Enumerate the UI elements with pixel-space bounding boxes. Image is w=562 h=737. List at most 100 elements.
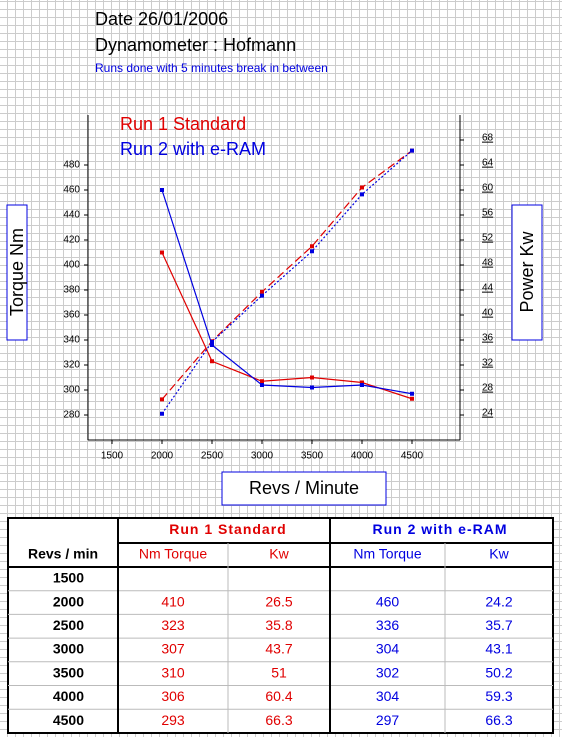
table-cell: 66.3: [485, 712, 512, 728]
y-tick-label: 400: [63, 260, 80, 271]
torque-line-marker: [360, 383, 364, 387]
table-group-header: Run 1 Standard: [169, 521, 286, 537]
x-label-box: [221, 471, 387, 506]
power-line-marker: [260, 293, 264, 298]
table-cell: 43.1: [485, 641, 512, 657]
power-line: [161, 150, 413, 415]
y2-tick-label: 68: [482, 133, 494, 144]
y2-tick-label: 64: [482, 158, 494, 169]
table-cell: 307: [161, 641, 185, 657]
table-cell: 24.2: [485, 593, 512, 609]
y-label-box: [6, 204, 28, 341]
x-label: Revs / Minute: [249, 478, 359, 498]
y-tick-label: 480: [63, 160, 80, 171]
x-tick-label: 2000: [151, 451, 174, 462]
y-tick-label: 440: [63, 210, 80, 221]
torque-line-marker: [160, 250, 164, 255]
y2-tick-label: 32: [482, 358, 494, 369]
torque-line-marker: [260, 379, 264, 384]
table-group-header: Run 2 with e-RAM: [373, 521, 508, 537]
y2-tick-label: 60: [482, 183, 494, 194]
y2-tick-label: 52: [482, 233, 494, 244]
table-cell: 60.4: [265, 688, 292, 704]
power-line-marker: [360, 192, 364, 197]
y-tick-label: 340: [63, 335, 80, 346]
y-tick-label: 420: [63, 235, 80, 246]
x-tick-label: 2500: [201, 451, 224, 462]
table-header: Nm Torque: [139, 546, 207, 562]
power-line-marker: [310, 244, 314, 249]
y-tick-label: 380: [63, 285, 80, 296]
torque-line: [161, 189, 413, 395]
x-tick-label: 4500: [401, 451, 424, 462]
torque-line-marker: [210, 343, 214, 347]
table-row-label: 3000: [53, 641, 84, 657]
table-header: Revs / min: [28, 546, 98, 562]
chart-note: Runs done with 5 minutes break in betwee…: [95, 61, 328, 75]
table-cell: 26.5: [265, 593, 292, 609]
y2-label-box: [511, 204, 543, 341]
torque-line-marker: [310, 375, 314, 380]
y2-tick-label: 48: [482, 258, 494, 269]
legend-entry: Run 2 with e-RAM: [120, 139, 266, 159]
table-cell: 51: [271, 664, 287, 680]
power-line-marker: [310, 249, 314, 254]
y-tick-label: 360: [63, 310, 80, 321]
table-cell: 304: [376, 688, 400, 704]
y-tick-label: 460: [63, 185, 80, 196]
y-label: Torque Nm: [7, 228, 27, 316]
table-cell: 336: [376, 617, 400, 633]
x-tick-label: 3000: [251, 451, 274, 462]
torque-line-marker: [310, 385, 314, 390]
power-line-marker: [160, 397, 164, 402]
torque-line-marker: [410, 391, 414, 396]
y2-tick-label: 40: [482, 308, 494, 319]
torque-line-marker: [360, 380, 364, 385]
table-cell: 35.8: [265, 617, 292, 633]
table-row-label: 3500: [53, 664, 84, 680]
y2-tick-label: 44: [482, 283, 494, 294]
table-header: Kw: [489, 546, 509, 562]
table-cell: 66.3: [265, 712, 292, 728]
torque-line-marker: [210, 359, 214, 364]
y-tick-label: 280: [63, 410, 80, 421]
table-row-label: 4000: [53, 688, 84, 704]
y-tick-label: 300: [63, 385, 80, 396]
table-header: Kw: [269, 546, 289, 562]
power-line-marker: [210, 339, 214, 344]
power-line: [161, 150, 413, 400]
table-row-label: 2500: [53, 617, 84, 633]
power-line-marker: [410, 148, 414, 153]
power-line-marker: [360, 185, 364, 190]
table-row-label: 4500: [53, 712, 84, 728]
y2-tick-label: 36: [482, 333, 494, 344]
y2-tick-label: 28: [482, 383, 494, 394]
y2-tick-label: 56: [482, 208, 494, 219]
table-header: Nm Torque: [353, 546, 421, 562]
y2-label: Power Kw: [517, 230, 537, 312]
torque-line-marker: [260, 383, 264, 387]
x-tick-label: 3500: [301, 451, 324, 462]
y-tick-label: 320: [63, 360, 80, 371]
table-cell: 59.3: [485, 688, 512, 704]
table-cell: 50.2: [485, 664, 512, 680]
x-tick-label: 4000: [351, 451, 374, 462]
table-cell: 323: [161, 617, 185, 633]
table-row-label: 2000: [53, 593, 84, 609]
torque-line-marker: [410, 396, 414, 401]
table-cell: 460: [376, 593, 400, 609]
legend-entry: Run 1 Standard: [120, 114, 246, 134]
x-tick-label: 1500: [101, 451, 124, 462]
table-cell: 297: [376, 712, 400, 728]
table-cell: 310: [161, 664, 185, 680]
torque-line-marker: [160, 188, 164, 192]
table-cell: 43.7: [265, 641, 292, 657]
table-cell: 35.7: [485, 617, 512, 633]
power-line-marker: [160, 411, 164, 416]
power-line-marker: [260, 289, 264, 294]
table-cell: 293: [161, 712, 185, 728]
chart-title: Date 26/01/2006: [95, 9, 228, 29]
torque-line: [161, 252, 413, 400]
table-frame: [7, 517, 554, 734]
